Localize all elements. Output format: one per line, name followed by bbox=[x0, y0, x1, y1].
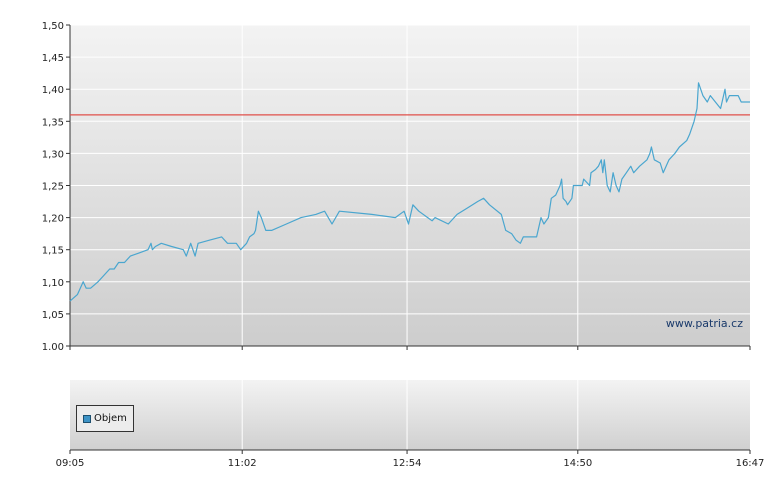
y-tick-label: 1,50 bbox=[42, 21, 64, 32]
y-tick-label: 1,15 bbox=[42, 246, 64, 257]
y-tick-label: 1,25 bbox=[42, 182, 64, 193]
volume-legend-swatch bbox=[83, 415, 91, 423]
x-tick-label: 12:54 bbox=[393, 458, 422, 469]
y-tick-label: 1,45 bbox=[42, 53, 64, 64]
x-tick-label: 16:47 bbox=[736, 458, 765, 469]
y-tick-label: 1,10 bbox=[42, 278, 64, 289]
x-tick-label: 11:02 bbox=[228, 458, 257, 469]
x-tick-label: 14:50 bbox=[563, 458, 592, 469]
y-tick-label: 1,40 bbox=[42, 85, 64, 96]
volume-plot-background bbox=[70, 380, 750, 450]
y-tick-label: 1,35 bbox=[42, 117, 64, 128]
watermark: www.patria.cz bbox=[666, 317, 743, 330]
y-tick-label: 1,30 bbox=[42, 149, 64, 160]
y-tick-label: 1,05 bbox=[42, 310, 64, 321]
price-series-line bbox=[69, 82, 750, 302]
y-tick-label: 1,20 bbox=[42, 214, 64, 225]
x-tick-label: 09:05 bbox=[56, 458, 85, 469]
volume-legend-label: Objem bbox=[94, 413, 127, 424]
volume-legend: Objem bbox=[76, 405, 134, 432]
y-tick-label: 1.00 bbox=[42, 342, 64, 353]
